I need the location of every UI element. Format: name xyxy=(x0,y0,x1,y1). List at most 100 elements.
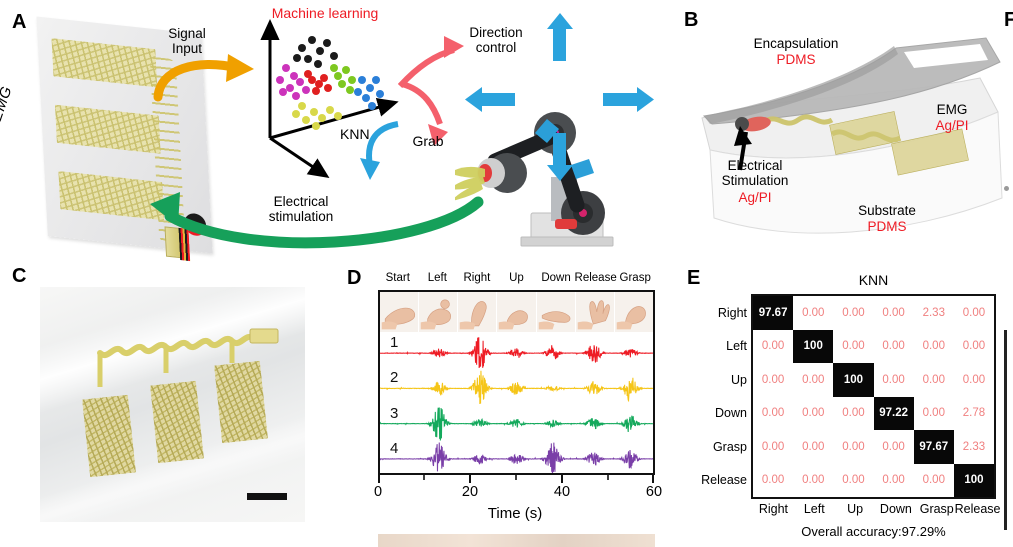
signal-input-arrow xyxy=(153,54,254,102)
cm-cell-left-right: 0.00 xyxy=(753,329,794,363)
gesture-thumbnail-strip xyxy=(380,292,653,332)
cm-cell-grasp-grasp: 97.67 xyxy=(913,430,954,464)
cm-cell-left-left: 100 xyxy=(793,329,834,363)
cm-cell-grasp-right: 0.00 xyxy=(753,430,794,464)
gesture-label-left: Left xyxy=(427,272,447,284)
panel-d-letter: D xyxy=(347,267,362,289)
electrode-pad-3 xyxy=(214,360,268,444)
substrate-title: Substrate xyxy=(858,203,916,218)
machine-learning-label: Machine learning xyxy=(271,5,379,21)
emg-trace-plot: 1 2 3 4 xyxy=(378,290,655,475)
arrow-right-icon xyxy=(637,87,654,112)
cm-col-label-down: Down xyxy=(879,502,912,516)
cm-cell-up-left: 0.00 xyxy=(793,363,834,397)
panel-c-letter: C xyxy=(12,265,27,287)
channel-label-4: 4 xyxy=(390,439,399,457)
gesture-label-grasp: Grasp xyxy=(619,272,651,284)
machine-learning-output-arrows xyxy=(398,36,464,146)
panel-e: E KNN 97.67 0.00 0.00 0.00 2.33 0.00 Right 0.00… xyxy=(685,262,1013,547)
cm-row-label-grasp: Grasp xyxy=(712,439,747,454)
cm-cell-right-release: 0.00 xyxy=(953,296,995,330)
cm-cell-grasp-down: 0.00 xyxy=(873,430,914,464)
cm-cell-left-down: 0.00 xyxy=(873,329,914,363)
electrode-mesh-2 xyxy=(54,104,161,154)
gesture-thumbnail-down xyxy=(536,292,576,332)
arrow-up-shaft xyxy=(553,27,566,61)
cm-cell-left-grasp: 0.00 xyxy=(913,329,954,363)
encapsulation-title: Encapsulation xyxy=(753,36,839,51)
cm-cell-release-release: 100 xyxy=(953,463,995,497)
gesture-label-up: Up xyxy=(509,272,524,284)
robot-arm-illustration xyxy=(449,13,670,255)
emg-traces-svg xyxy=(380,337,653,473)
emg-trace-channel-1 xyxy=(380,337,653,369)
electrical-stimulation-label: Electrical stimulation xyxy=(268,194,334,225)
panel-f-axis-fragment xyxy=(1004,330,1013,530)
panel-c: C xyxy=(0,262,345,547)
cm-cell-release-right: 0.00 xyxy=(753,463,794,497)
overall-accuracy-label: Overall accuracy:97.29% xyxy=(801,524,946,539)
arrow-down-shaft xyxy=(553,133,566,167)
cm-col-label-release: Release xyxy=(954,502,1001,516)
substrate-material: PDMS xyxy=(867,219,907,234)
cm-row-label-down: Down xyxy=(715,406,747,420)
channel-label-1: 1 xyxy=(390,334,399,352)
x-tick-40: 40 xyxy=(553,484,571,500)
cm-row-label-release: Release xyxy=(701,473,747,487)
electrical-stimulation-title: Electrical Stimulation xyxy=(721,158,789,189)
direction-control-label: Direction control xyxy=(469,25,523,56)
panel-d-cutoff-strip xyxy=(378,534,655,547)
cm-cell-right-left: 0.00 xyxy=(793,296,834,330)
x-tick-20: 20 xyxy=(461,484,479,500)
grab-arrow xyxy=(360,121,399,180)
cm-cell-release-down: 0.00 xyxy=(873,463,914,497)
panel-a-letter: A xyxy=(12,11,27,33)
electrode-mesh-1 xyxy=(51,38,158,88)
arrow-left-shaft xyxy=(481,93,515,106)
cm-cell-release-up: 0.00 xyxy=(833,463,874,497)
confusion-matrix-row: 97.67 0.00 0.00 0.00 2.33 0.00 Right xyxy=(718,296,995,330)
panel-a: A EMG Signal Input Machine learning xyxy=(0,0,680,262)
cm-cell-left-release: 0.00 xyxy=(953,329,995,363)
confusion-matrix-row: 0.00 0.00 0.00 0.00 97.67 2.33 Grasp xyxy=(713,430,995,464)
electrode-pad-2 xyxy=(150,380,204,464)
gesture-thumbnail-start xyxy=(380,292,420,332)
grab-label: Grab xyxy=(412,133,444,149)
emg-trace-channel-2 xyxy=(380,370,653,405)
gesture-thumbnail-up xyxy=(497,292,537,332)
x-tick-60: 60 xyxy=(645,484,663,500)
cm-cell-release-grasp: 0.00 xyxy=(913,463,954,497)
cm-col-label-left: Left xyxy=(803,502,825,516)
cm-col-label-right: Right xyxy=(758,502,788,516)
cm-cell-down-right: 0.00 xyxy=(753,396,794,430)
arrow-down-icon xyxy=(547,165,573,181)
knn-scatter-plot: KNN xyxy=(250,18,400,179)
device-photograph xyxy=(40,287,305,522)
signal-input-label: Signal Input xyxy=(168,26,206,57)
emg-axis-label: EMG xyxy=(0,84,16,124)
cm-row-label-right: Right xyxy=(717,305,747,320)
gesture-thumbnail-grasp xyxy=(614,292,653,332)
confusion-matrix: 97.67 0.00 0.00 0.00 2.33 0.00 Right 0.00 100 0.0… xyxy=(701,294,1001,516)
cm-cell-release-left: 0.00 xyxy=(793,463,834,497)
scale-bar xyxy=(247,493,287,500)
electrical-stimulation-material: Ag/PI xyxy=(738,190,772,205)
arrow-left-icon xyxy=(465,87,482,112)
emg-trace-channel-3 xyxy=(380,407,653,441)
gesture-label-right: Right xyxy=(463,272,491,284)
channel-label-3: 3 xyxy=(390,404,399,422)
cm-row-label-up: Up xyxy=(731,372,747,387)
cm-cell-up-down: 0.00 xyxy=(873,363,914,397)
cm-cell-down-down: 97.22 xyxy=(873,396,914,430)
knn-axis-label: KNN xyxy=(340,126,370,142)
panel-f-letter: F xyxy=(1004,9,1013,31)
cm-cell-grasp-release: 2.33 xyxy=(953,430,995,464)
cm-cell-up-up: 100 xyxy=(833,363,874,397)
panel-f-marker xyxy=(1004,186,1009,191)
cm-cell-right-up: 0.00 xyxy=(833,296,874,330)
cm-row-label-left: Left xyxy=(726,339,747,353)
confusion-matrix-row: 0.00 0.00 100 0.00 0.00 0.00 Up xyxy=(731,363,995,397)
panel-b-letter: B xyxy=(684,9,699,31)
